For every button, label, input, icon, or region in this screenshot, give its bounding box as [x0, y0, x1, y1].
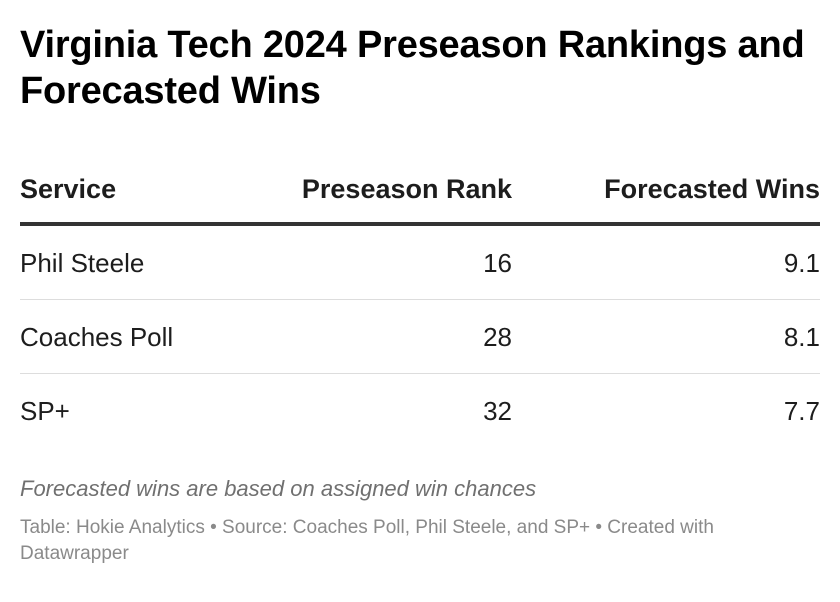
rankings-table: Service Preseason Rank Forecasted Wins P…	[20, 174, 820, 447]
cell-forecasted-wins: 8.1	[512, 299, 820, 374]
table-row: Coaches Poll 28 8.1	[20, 299, 820, 374]
source-credit: Table: Hokie Analytics • Source: Coaches…	[20, 517, 714, 564]
cell-service: Phil Steele	[20, 224, 280, 300]
cell-service: SP+	[20, 395, 70, 426]
cell-forecasted-wins: 7.7	[783, 395, 820, 426]
column-header-forecasted-wins: Forecasted Wins	[512, 174, 820, 226]
column-header-preseason-rank: Preseason Rank	[280, 174, 512, 226]
chart-title: Virginia Tech 2024 Preseason Rankings an…	[20, 24, 805, 112]
table-row: Phil Steele 16 9.1	[20, 224, 820, 300]
chart-container: Virginia Tech 2024 Preseason Rankings an…	[20, 0, 820, 567]
cell-preseason-rank: 32	[483, 395, 512, 426]
table-note: Forecasted wins are based on assigned wi…	[20, 476, 537, 501]
table-row: SP+ 32 7.7	[20, 374, 820, 448]
cell-forecasted-wins: 9.1	[512, 224, 820, 300]
table-header-row: Service Preseason Rank Forecasted Wins	[20, 174, 820, 226]
cell-service: Coaches Poll	[20, 299, 280, 374]
cell-preseason-rank: 28	[280, 299, 512, 374]
cell-preseason-rank: 16	[280, 224, 512, 300]
column-header-service: Service	[20, 174, 280, 226]
